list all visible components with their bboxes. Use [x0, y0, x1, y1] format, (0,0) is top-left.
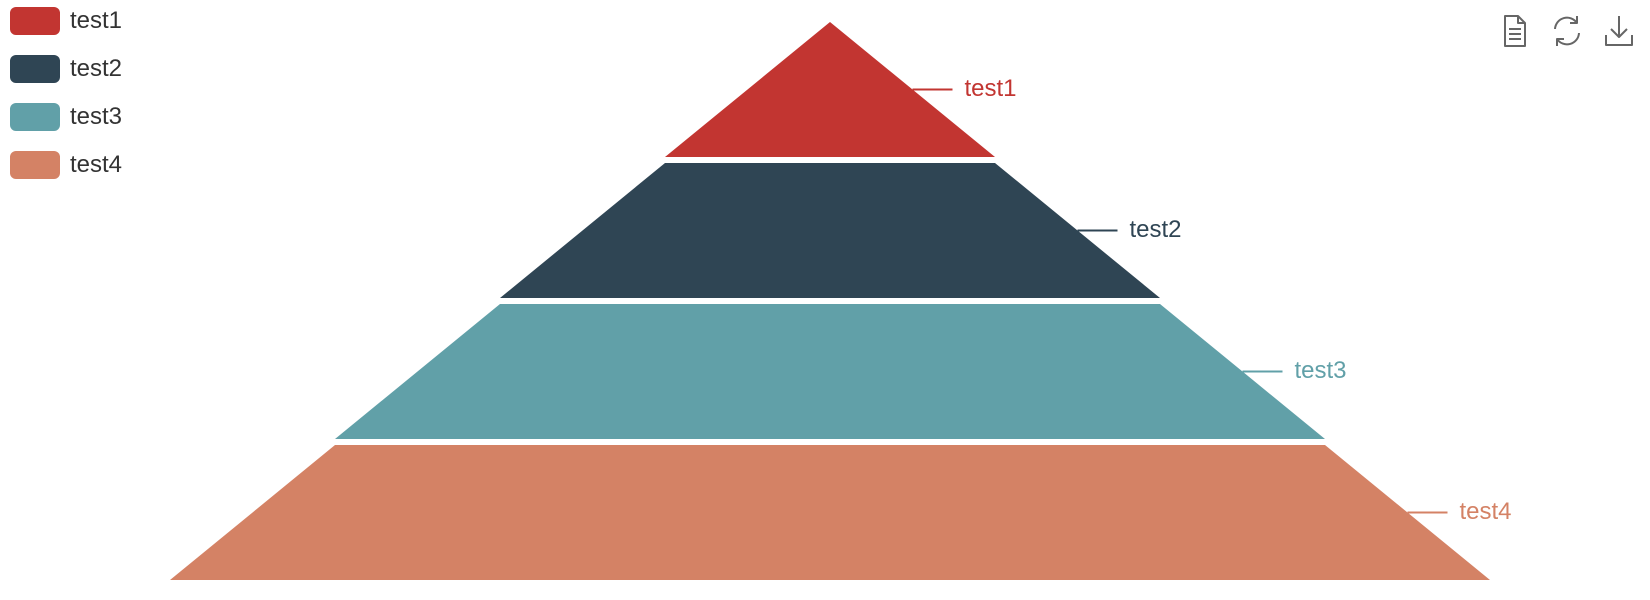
funnel-label-test3: test3: [1295, 357, 1347, 384]
legend-swatch: [10, 103, 60, 131]
legend-swatch: [10, 55, 60, 83]
funnel-label-test2: test2: [1130, 216, 1182, 243]
data-view-icon: [1504, 15, 1526, 47]
save-as-image-icon: [1605, 16, 1633, 46]
legend-swatch: [10, 151, 60, 179]
legend-label: test4: [70, 151, 123, 178]
legend-label: test2: [70, 55, 123, 82]
legend-item-test2[interactable]: test2: [10, 55, 122, 83]
restore-icon: [1554, 16, 1580, 46]
legend-swatch: [10, 7, 60, 35]
restore-button[interactable]: [1548, 12, 1586, 50]
funnel-segment-test3[interactable]: [335, 304, 1325, 439]
legend-label: test3: [70, 103, 123, 130]
funnel-label-test1: test1: [965, 75, 1017, 102]
funnel-segment-test1[interactable]: [665, 22, 995, 157]
funnel-segment-test4[interactable]: [170, 445, 1490, 580]
legend-item-test4[interactable]: test4: [10, 151, 122, 179]
legend-item-test1[interactable]: test1: [10, 7, 122, 35]
legend-label: test1: [70, 7, 123, 34]
legend-item-test3[interactable]: test3: [10, 103, 122, 131]
data-view-button[interactable]: [1496, 12, 1534, 50]
funnel-segment-test2[interactable]: [500, 163, 1160, 298]
legend: test1 test2 test3 test4: [10, 7, 122, 199]
save-as-image-button[interactable]: [1600, 12, 1638, 50]
funnel-label-test4: test4: [1460, 498, 1512, 525]
toolbox: [1496, 12, 1638, 50]
